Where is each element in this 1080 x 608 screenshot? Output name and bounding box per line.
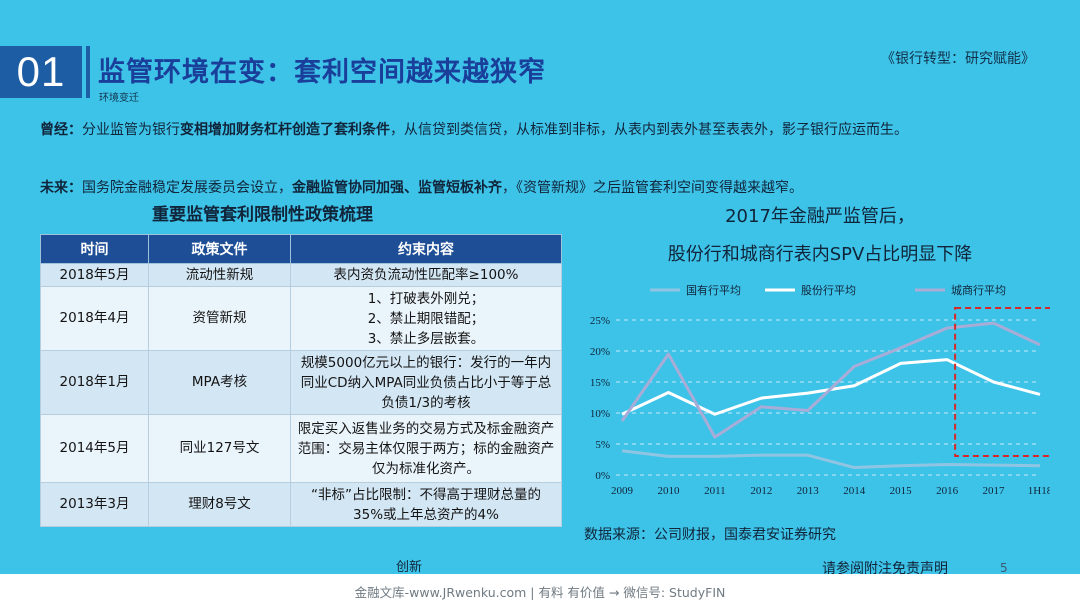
- chart-title-line-1: 2017年金融严监管后，: [725, 206, 915, 227]
- intro-future-paragraph: 未来：国务院金融稳定发展委员会设立，金融监管协同加强、监管短板补齐，《资管新规》…: [40, 175, 1045, 202]
- y-tick-label: 10%: [590, 408, 610, 420]
- cell-time: 2018年4月: [40, 286, 149, 351]
- legend-label: 股份行平均: [801, 284, 856, 297]
- section-number-badge: 01: [0, 46, 82, 98]
- chart-title-line-2: 股份行和城商行表内SPV占比明显下降: [667, 244, 973, 265]
- cell-document: 同业127号文: [148, 414, 291, 483]
- cell-time: 2018年1月: [40, 350, 149, 415]
- intro-past-text-a: 分业监管为银行: [82, 122, 180, 138]
- cell-document: 理财8号文: [148, 482, 291, 527]
- y-tick-label: 25%: [590, 315, 610, 327]
- x-tick-label: 2014: [843, 485, 866, 497]
- disclaimer-note: 请参阅附注免责声明: [822, 561, 948, 577]
- cell-document: 资管新规: [148, 286, 291, 351]
- column-header-content: 约束内容: [290, 234, 562, 264]
- page-subtitle: 环境变迁: [99, 93, 139, 104]
- footer-left-text: 创新: [396, 560, 423, 575]
- intro-past-bold: 变相增加财务杠杆创造了套利条件: [180, 122, 390, 138]
- x-tick-label: 1H18: [1028, 485, 1050, 497]
- cell-content: 1、打破表外刚兑； 2、禁止期限错配； 3、禁止多层嵌套。: [290, 286, 562, 351]
- cell-time: 2014年5月: [40, 414, 149, 483]
- legend-label: 城商行平均: [951, 283, 1006, 297]
- footer-bar: [0, 574, 1080, 608]
- intro-future-text-b: ，《资管新规》之后监管套利空间变得越来越窄。: [502, 180, 803, 196]
- x-tick-label: 2017: [983, 485, 1006, 497]
- legend-label: 国有行平均: [686, 283, 741, 297]
- table-row: 2018年1月 MPA考核 规模5000亿元以上的银行：发行的一年内同业CD纳入…: [40, 350, 562, 415]
- page-number: 5: [1000, 561, 1008, 575]
- table-row: 2013年3月 理财8号文 “非标”占比限制：不得高于理财总量的35%或上年总资…: [40, 482, 562, 527]
- intro-future-label: 未来：: [40, 180, 82, 196]
- intro-past-text-b: ，从信贷到类信贷，从标准到非标，从表内到表外甚至表表外，影子银行应运而生。: [390, 122, 908, 138]
- cell-document: MPA考核: [148, 350, 291, 415]
- cell-content: 规模5000亿元以上的银行：发行的一年内同业CD纳入MPA同业负债占比小于等于总…: [290, 350, 562, 415]
- y-tick-label: 20%: [590, 346, 610, 358]
- table-header-row: 时间 政策文件 约束内容: [40, 234, 562, 264]
- column-header-document: 政策文件: [148, 234, 291, 264]
- table-row: 2014年5月 同业127号文 限定买入返售业务的交易方式及标金融资产范围：交易…: [40, 414, 562, 483]
- cell-content: “非标”占比限制：不得高于理财总量的35%或上年总资产的4%: [290, 482, 562, 527]
- footer-watermark: 金融文库-www.JRwenku.com | 有料 有价值 → 微信号: Stu…: [354, 585, 726, 600]
- cell-content: 限定买入返售业务的交易方式及标金融资产范围：交易主体仅限于两方；标的金融资产仅为…: [290, 414, 562, 483]
- intro-past-paragraph: 曾经：分业监管为银行变相增加财务杠杆创造了套利条件，从信贷到类信贷，从标准到非标…: [40, 117, 1045, 144]
- policy-table-title: 重要监管套利限制性政策梳理: [152, 205, 373, 225]
- highlight-box: [954, 307, 1050, 457]
- cell-content: 表内资负流动性匹配率≥100%: [290, 263, 562, 287]
- table-row: 2018年5月 流动性新规 表内资负流动性匹配率≥100%: [40, 263, 562, 287]
- intro-past-label: 曾经：: [40, 122, 82, 138]
- y-tick-label: 15%: [590, 377, 610, 389]
- column-header-time: 时间: [40, 234, 149, 264]
- intro-future-bold: 金融监管协同加强、监管短板补齐: [292, 180, 502, 196]
- series-line: [621, 449, 1041, 470]
- x-tick-label: 2010: [657, 485, 680, 497]
- spv-share-line-chart: 0% 5% 10% 15% 20% 25% 2009 2010 2011 2012 2013 2014…: [590, 283, 1050, 497]
- page-title: 监管环境在变：套利空间越来越狭窄: [98, 57, 546, 88]
- x-tick-label: 2016: [936, 485, 959, 497]
- title-divider: [86, 46, 90, 98]
- cell-time: 2013年3月: [40, 482, 149, 527]
- chart-source: 数据来源：公司财报，国泰君安证券研究: [584, 527, 836, 543]
- x-tick-label: 2011: [704, 485, 726, 497]
- x-tick-label: 2009: [611, 485, 634, 497]
- brand-label: 《银行转型：研究赋能》: [881, 51, 1035, 67]
- x-tick-label: 2012: [750, 485, 772, 497]
- y-tick-label: 5%: [595, 439, 610, 451]
- cell-document: 流动性新规: [148, 263, 291, 287]
- intro-future-text-a: 国务院金融稳定发展委员会设立，: [82, 180, 292, 196]
- y-tick-label: 0%: [595, 470, 610, 482]
- series-line: [620, 321, 1041, 439]
- x-tick-label: 2013: [797, 485, 820, 497]
- cell-time: 2018年5月: [40, 263, 149, 287]
- table-row: 2018年4月 资管新规 1、打破表外刚兑； 2、禁止期限错配； 3、禁止多层嵌…: [40, 286, 562, 351]
- x-tick-label: 2015: [890, 485, 913, 497]
- policy-table: 时间 政策文件 约束内容 2018年5月 流动性新规 表内资负流动性匹配率≥10…: [40, 234, 562, 527]
